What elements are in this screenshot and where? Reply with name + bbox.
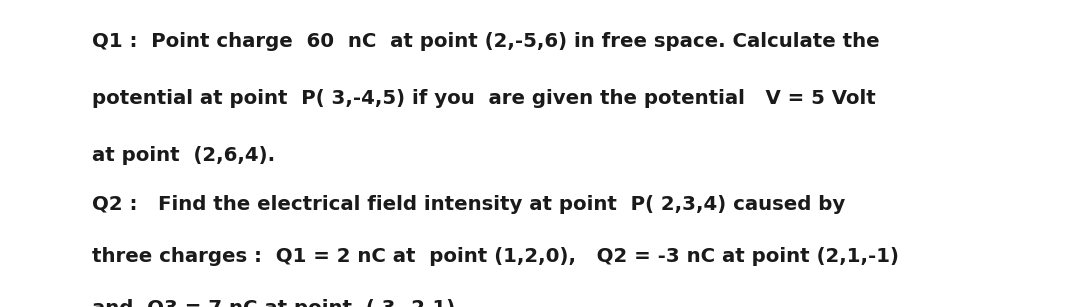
Text: Q1 :  Point charge  60  nC  at point (2,-5,6) in free space. Calculate the: Q1 : Point charge 60 nC at point (2,-5,6… [92, 32, 879, 51]
Text: potential at point  P( 3,-4,5) if you  are given the potential   V = 5 Volt: potential at point P( 3,-4,5) if you are… [92, 89, 876, 108]
Text: and  Q3 = 7 nC at point  ( 3,-2,1).: and Q3 = 7 nC at point ( 3,-2,1). [92, 299, 462, 307]
Text: at point  (2,6,4).: at point (2,6,4). [92, 146, 275, 165]
Text: Q2 :   Find the electrical field intensity at point  P( 2,3,4) caused by: Q2 : Find the electrical field intensity… [92, 195, 845, 214]
Text: three charges :  Q1 = 2 nC at  point (1,2,0),   Q2 = -3 nC at point (2,1,-1): three charges : Q1 = 2 nC at point (1,2,… [92, 247, 899, 266]
